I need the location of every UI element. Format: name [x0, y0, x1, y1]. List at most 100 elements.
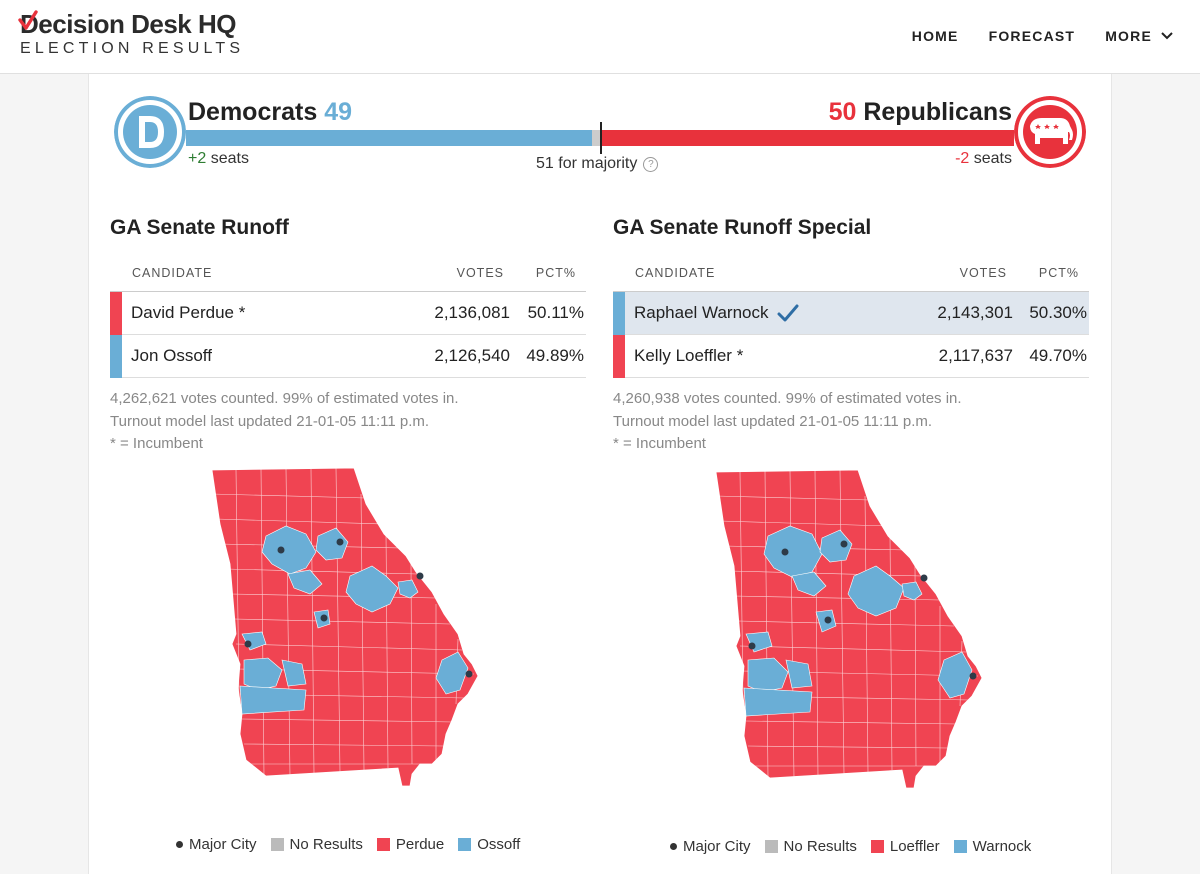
georgia-county-map[interactable] [710, 466, 1010, 796]
nav-more-label: MORE [1105, 28, 1152, 44]
democrat-swatch [458, 838, 472, 851]
candidate-name: Jon Ossoff [122, 346, 428, 366]
logo-main-text: Decision Desk HQ [20, 9, 236, 39]
col-candidate: CANDIDATE [132, 266, 213, 280]
nav-more[interactable]: MORE [1105, 28, 1174, 44]
turnout-note: Turnout model last updated 21-01-05 11:1… [110, 412, 430, 430]
turnout-note: Turnout model last updated 21-01-05 11:1… [613, 412, 933, 430]
no-results-swatch [270, 838, 284, 851]
legend-democrat: Warnock [953, 838, 1032, 855]
legend-major-city: Major City [670, 838, 751, 855]
results-table: CANDIDATE VOTES PCT% David Perdue * 2,13… [110, 266, 586, 378]
legend-label: Major City [189, 836, 257, 853]
nav-home-label: HOME [911, 28, 959, 44]
democrats-label: Democrats [188, 98, 318, 126]
race-panel-special: GA Senate Runoff Special CANDIDATE VOTES… [613, 216, 1089, 456]
majority-threshold: 51 for majority ? [536, 155, 659, 173]
legend-major-city: Major City [176, 836, 257, 853]
rep-seat-bar [602, 130, 1014, 146]
col-votes: VOTES [456, 266, 504, 280]
legend-no-results: No Results [270, 836, 363, 853]
candidate-pct: 50.30% [1029, 303, 1087, 322]
legend-label: Perdue [395, 836, 445, 853]
help-icon[interactable]: ? [643, 156, 659, 172]
votes-counted-note: 4,262,621 votes counted. 99% of estimate… [110, 390, 459, 407]
logo-subtitle: ELECTION RESULTS [20, 40, 245, 57]
party-stripe [110, 291, 122, 335]
rep-seats-word: seats [973, 150, 1012, 167]
race-title: GA Senate Runoff Special [613, 216, 872, 239]
site-logo[interactable]: Decision Desk HQ ELECTION RESULTS [18, 9, 245, 58]
race-panel-runoff: GA Senate Runoff CANDIDATE VOTES PCT% Da… [110, 216, 586, 456]
logo-wordmark: Decision Desk HQ [18, 9, 244, 39]
democrat-logo-icon [114, 96, 186, 168]
democrat-swatch [953, 840, 967, 853]
results-table: CANDIDATE VOTES PCT% Raphael Warnock 2,1… [613, 266, 1089, 378]
candidate-votes: 2,117,637 [938, 346, 1013, 365]
nav-forecast-label: FORECAST [988, 28, 1076, 44]
race-notes: 4,260,938 votes counted. 99% of estimate… [613, 388, 1089, 456]
map-legend: Major City No Results Perdue Ossoff [176, 836, 520, 853]
candidate-name: David Perdue * [122, 303, 428, 323]
col-candidate: CANDIDATE [635, 266, 716, 280]
winner-check-icon [777, 304, 798, 322]
nav-home[interactable]: HOME [912, 28, 959, 44]
legend-label: Major City [683, 838, 751, 855]
candidate-name: Raphael Warnock [625, 303, 931, 323]
candidate-pct: 49.70% [1029, 346, 1087, 365]
legend-label: No Results [289, 836, 363, 853]
table-row[interactable]: Jon Ossoff 2,126,540 49.89% [110, 334, 586, 378]
map-legend: Major City No Results Loeffler Warnock [670, 838, 1031, 855]
georgia-county-map[interactable] [206, 464, 506, 794]
dem-seat-change: +2 seats [188, 150, 249, 168]
candidate-pct: 49.89% [526, 346, 584, 365]
democrats-count: 49 [324, 98, 352, 126]
legend-no-results: No Results [764, 838, 857, 855]
chevron-down-icon [1161, 32, 1173, 40]
legend-democrat: Ossoff [458, 836, 520, 853]
candidate-name-text: Kelly Loeffler * [634, 346, 744, 365]
incumbent-note: * = Incumbent [110, 435, 203, 452]
candidate-pct: 50.11% [527, 303, 584, 322]
votes-counted-note: 4,260,938 votes counted. 99% of estimate… [613, 390, 962, 407]
candidate-votes: 2,126,540 [434, 346, 510, 365]
table-header: CANDIDATE VOTES PCT% [110, 266, 586, 292]
party-stripe [613, 334, 625, 378]
legend-label: No Results [783, 838, 857, 855]
rep-seat-delta: -2 [955, 150, 970, 167]
republican-swatch [870, 840, 884, 853]
candidate-name: Kelly Loeffler * [625, 346, 931, 366]
col-votes: VOTES [959, 266, 1007, 280]
legend-label: Ossoff [477, 836, 521, 853]
republicans-label: Republicans [863, 98, 1012, 126]
race-title: GA Senate Runoff [110, 216, 289, 239]
majority-marker [600, 122, 602, 154]
race-notes: 4,262,621 votes counted. 99% of estimate… [110, 388, 586, 456]
site-header: Decision Desk HQ ELECTION RESULTS HOME F… [0, 0, 1200, 74]
candidate-votes: 2,143,301 [937, 303, 1013, 322]
legend-label: Loeffler [889, 838, 940, 855]
table-row[interactable]: Raphael Warnock 2,143,301 50.30% [613, 291, 1089, 335]
legend-label: Warnock [972, 838, 1032, 855]
col-pct: PCT% [535, 266, 576, 280]
candidate-name-text: Jon Ossoff [131, 346, 212, 365]
nav-forecast[interactable]: FORECAST [989, 28, 1076, 44]
candidate-votes: 2,136,081 [434, 303, 510, 322]
party-stripe [110, 334, 122, 378]
table-row[interactable]: David Perdue * 2,136,081 50.11% [110, 291, 586, 335]
main-nav: HOME FORECAST MORE [912, 28, 1174, 44]
col-pct: PCT% [1038, 266, 1079, 280]
dem-seats-word: seats [210, 150, 249, 167]
table-row[interactable]: Kelly Loeffler * 2,117,637 49.70% [613, 334, 1089, 378]
dem-seat-bar [186, 130, 592, 146]
incumbent-note: * = Incumbent [613, 435, 706, 452]
legend-republican: Perdue [376, 836, 445, 853]
candidate-name-text: David Perdue * [131, 303, 246, 322]
checkmark-logo-icon [18, 10, 38, 30]
legend-republican: Loeffler [870, 838, 940, 855]
republican-elephant-icon [1014, 96, 1086, 168]
majority-label: 51 for majority [536, 155, 638, 172]
table-header: CANDIDATE VOTES PCT% [613, 266, 1089, 292]
party-stripe [613, 291, 625, 335]
republican-swatch [376, 838, 390, 851]
